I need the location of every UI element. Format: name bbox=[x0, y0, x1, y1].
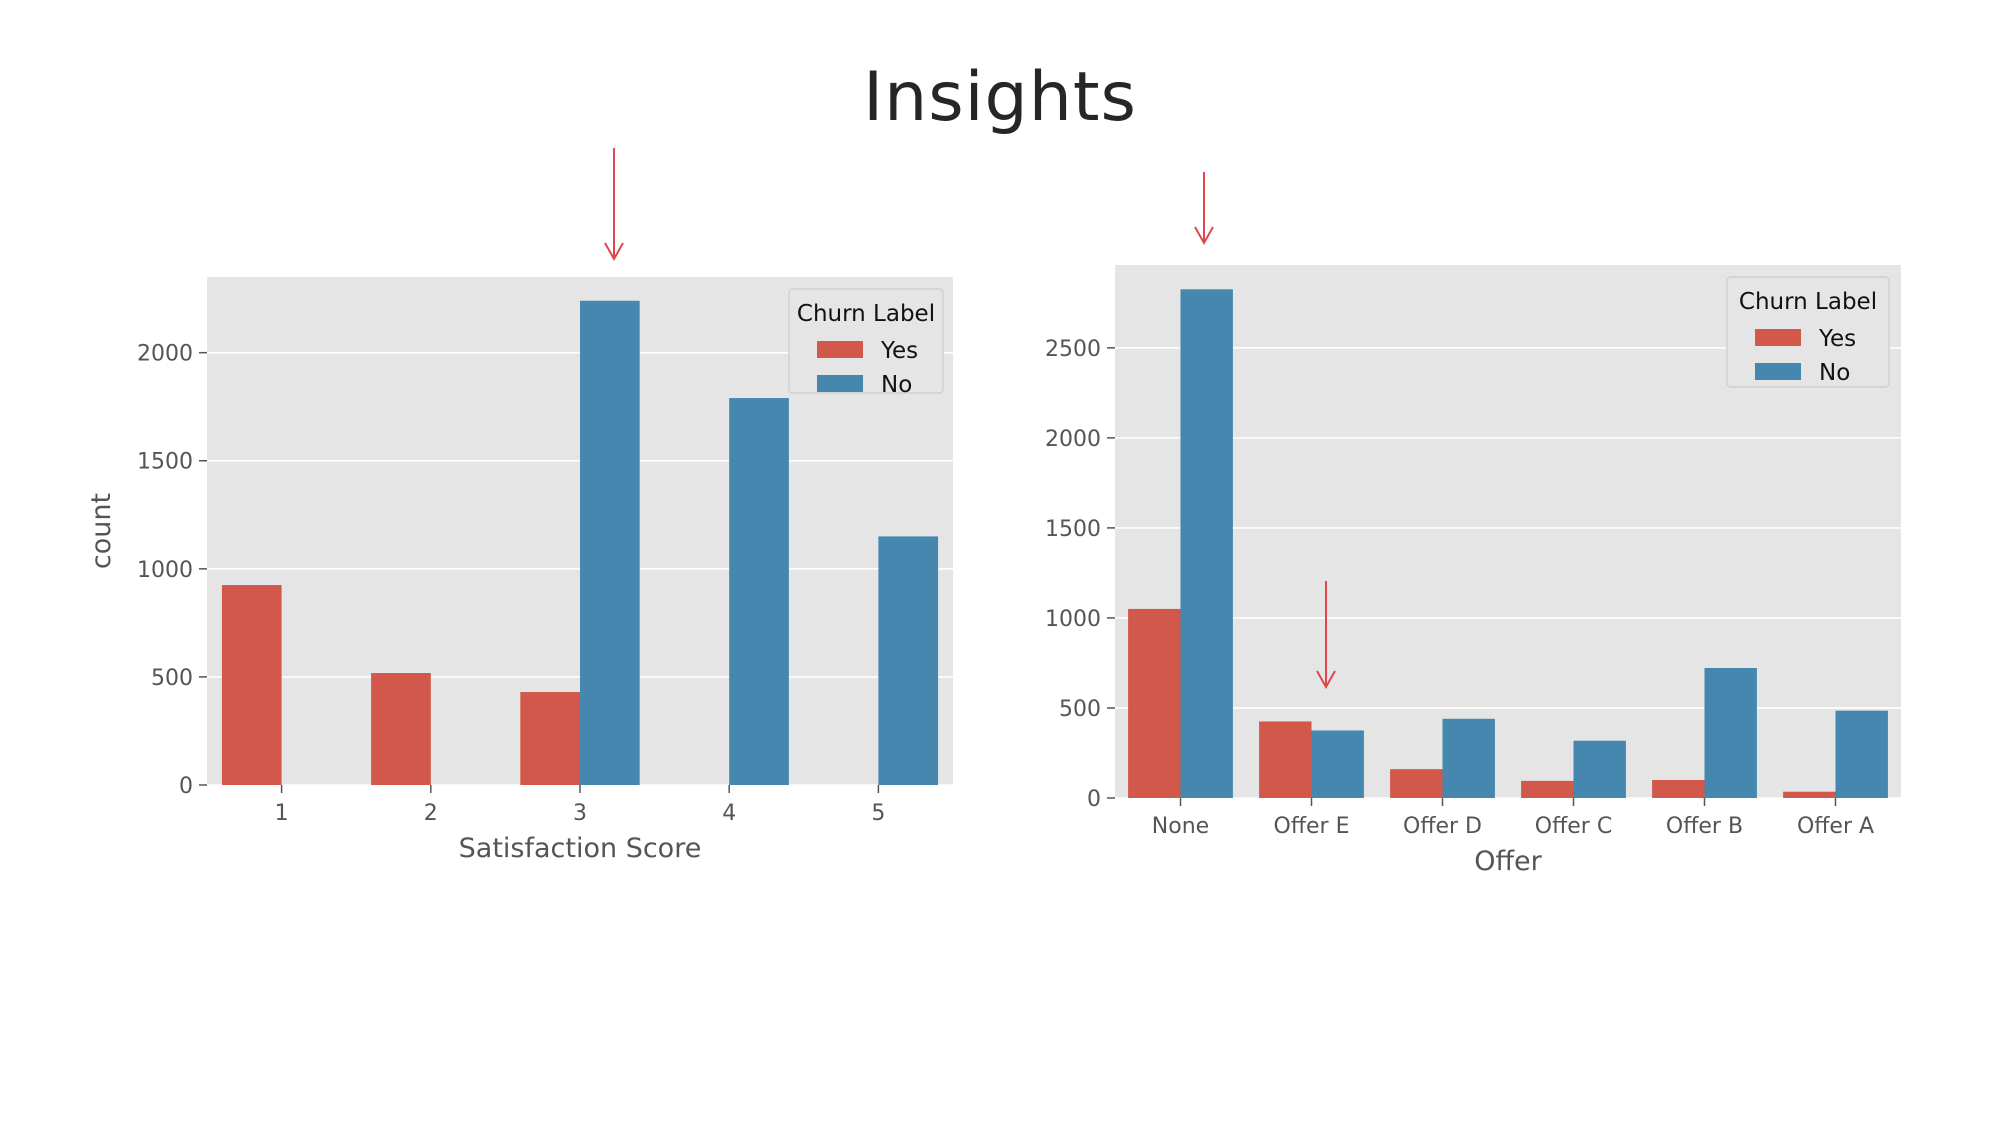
chart2-legend-label-no: No bbox=[1819, 360, 1850, 386]
chart2-legend-swatch-yes bbox=[1755, 329, 1801, 346]
chart2-legend-swatch-no bbox=[1755, 363, 1801, 380]
chart2-y-tick-label: 2000 bbox=[1045, 427, 1101, 452]
annotation-arrow-none bbox=[1194, 172, 1214, 246]
chart1-legend-label-yes: Yes bbox=[880, 338, 918, 364]
chart1-bar-no-3 bbox=[580, 300, 640, 785]
annotation-arrow-offer-e-head bbox=[1316, 670, 1336, 690]
chart1-bar-yes-1 bbox=[221, 585, 282, 785]
chart1-x-tick-label: 3 bbox=[573, 801, 587, 826]
chart2-y-tick-label: 1500 bbox=[1045, 517, 1101, 542]
chart2-bar-no-offer-b bbox=[1704, 667, 1757, 798]
chart1-bar-yes-2 bbox=[371, 673, 431, 785]
chart1-x-axis-label: Satisfaction Score bbox=[459, 833, 702, 864]
chart1-bar-yes-3 bbox=[520, 692, 580, 785]
chart2-legend: Churn Label Yes No bbox=[1726, 276, 1890, 388]
chart1-legend-swatch-no bbox=[817, 375, 863, 392]
chart1-legend: Churn Label Yes No bbox=[788, 288, 944, 398]
chart1-bar-no-4 bbox=[729, 398, 789, 785]
chart1-y-tick-label: 0 bbox=[179, 774, 193, 799]
chart2-x-tick-label: None bbox=[1152, 814, 1209, 839]
chart2-y-tick-label: 2500 bbox=[1045, 337, 1101, 362]
chart2-bar-yes-offer-b bbox=[1652, 779, 1705, 798]
chart1-y-axis-label: count bbox=[86, 493, 117, 569]
chart2-bar-yes-offer-e bbox=[1259, 721, 1312, 798]
chart2-x-axis-label: Offer bbox=[1474, 846, 1542, 877]
chart1-y-tick-label: 500 bbox=[151, 666, 193, 691]
chart1-x-tick-label: 4 bbox=[722, 801, 736, 826]
chart2-bar-yes-none bbox=[1128, 608, 1181, 798]
chart1-bar-no-5 bbox=[878, 536, 939, 785]
chart1-legend-box bbox=[788, 288, 944, 394]
chart2-legend-label-yes: Yes bbox=[1818, 326, 1856, 352]
chart1-x-tick-label: 1 bbox=[275, 801, 289, 826]
chart1-x-tick-label: 5 bbox=[871, 801, 885, 826]
chart2-bar-no-offer-c bbox=[1573, 740, 1626, 798]
annotation-arrow-score-3 bbox=[604, 148, 624, 262]
chart1-y-tick-label: 1500 bbox=[137, 450, 193, 475]
chart2-bar-no-none bbox=[1180, 289, 1233, 798]
annotation-arrow-offer-e bbox=[1316, 581, 1336, 690]
chart2-y-tick-label: 0 bbox=[1087, 787, 1101, 812]
chart2-bar-yes-offer-d bbox=[1390, 769, 1443, 798]
chart2-bar-no-offer-d bbox=[1442, 718, 1495, 798]
chart2-y-tick-label: 500 bbox=[1059, 697, 1101, 722]
chart2-bar-no-offer-e bbox=[1311, 730, 1364, 798]
chart2-legend-box bbox=[1726, 276, 1890, 388]
chart2-legend-title: Churn Label bbox=[1739, 289, 1877, 315]
chart2-x-tick-label: Offer A bbox=[1797, 814, 1874, 839]
chart2-x-tick-label: Offer E bbox=[1274, 814, 1350, 839]
chart1-y-tick-label: 2000 bbox=[137, 342, 193, 367]
chart2-x-tick-label: Offer B bbox=[1666, 814, 1743, 839]
chart2-bar-yes-offer-a bbox=[1783, 791, 1836, 798]
annotation-arrow-score-3-head bbox=[604, 242, 624, 262]
chart1-legend-label-no: No bbox=[881, 372, 912, 398]
slide-title: Insights bbox=[863, 58, 1137, 137]
chart2-bar-no-offer-a bbox=[1835, 710, 1888, 798]
chart2-bar-yes-offer-c bbox=[1521, 780, 1574, 798]
chart1-x-tick-label: 2 bbox=[424, 801, 438, 826]
chart2-x-tick-label: Offer C bbox=[1535, 814, 1612, 839]
chart1-y-tick-label: 1000 bbox=[137, 558, 193, 583]
chart1-legend-swatch-yes bbox=[817, 341, 863, 358]
chart1-legend-title: Churn Label bbox=[797, 301, 935, 327]
annotation-arrow-none-head bbox=[1194, 226, 1214, 246]
chart2-x-tick-label: Offer D bbox=[1403, 814, 1482, 839]
chart2-y-tick-label: 1000 bbox=[1045, 607, 1101, 632]
